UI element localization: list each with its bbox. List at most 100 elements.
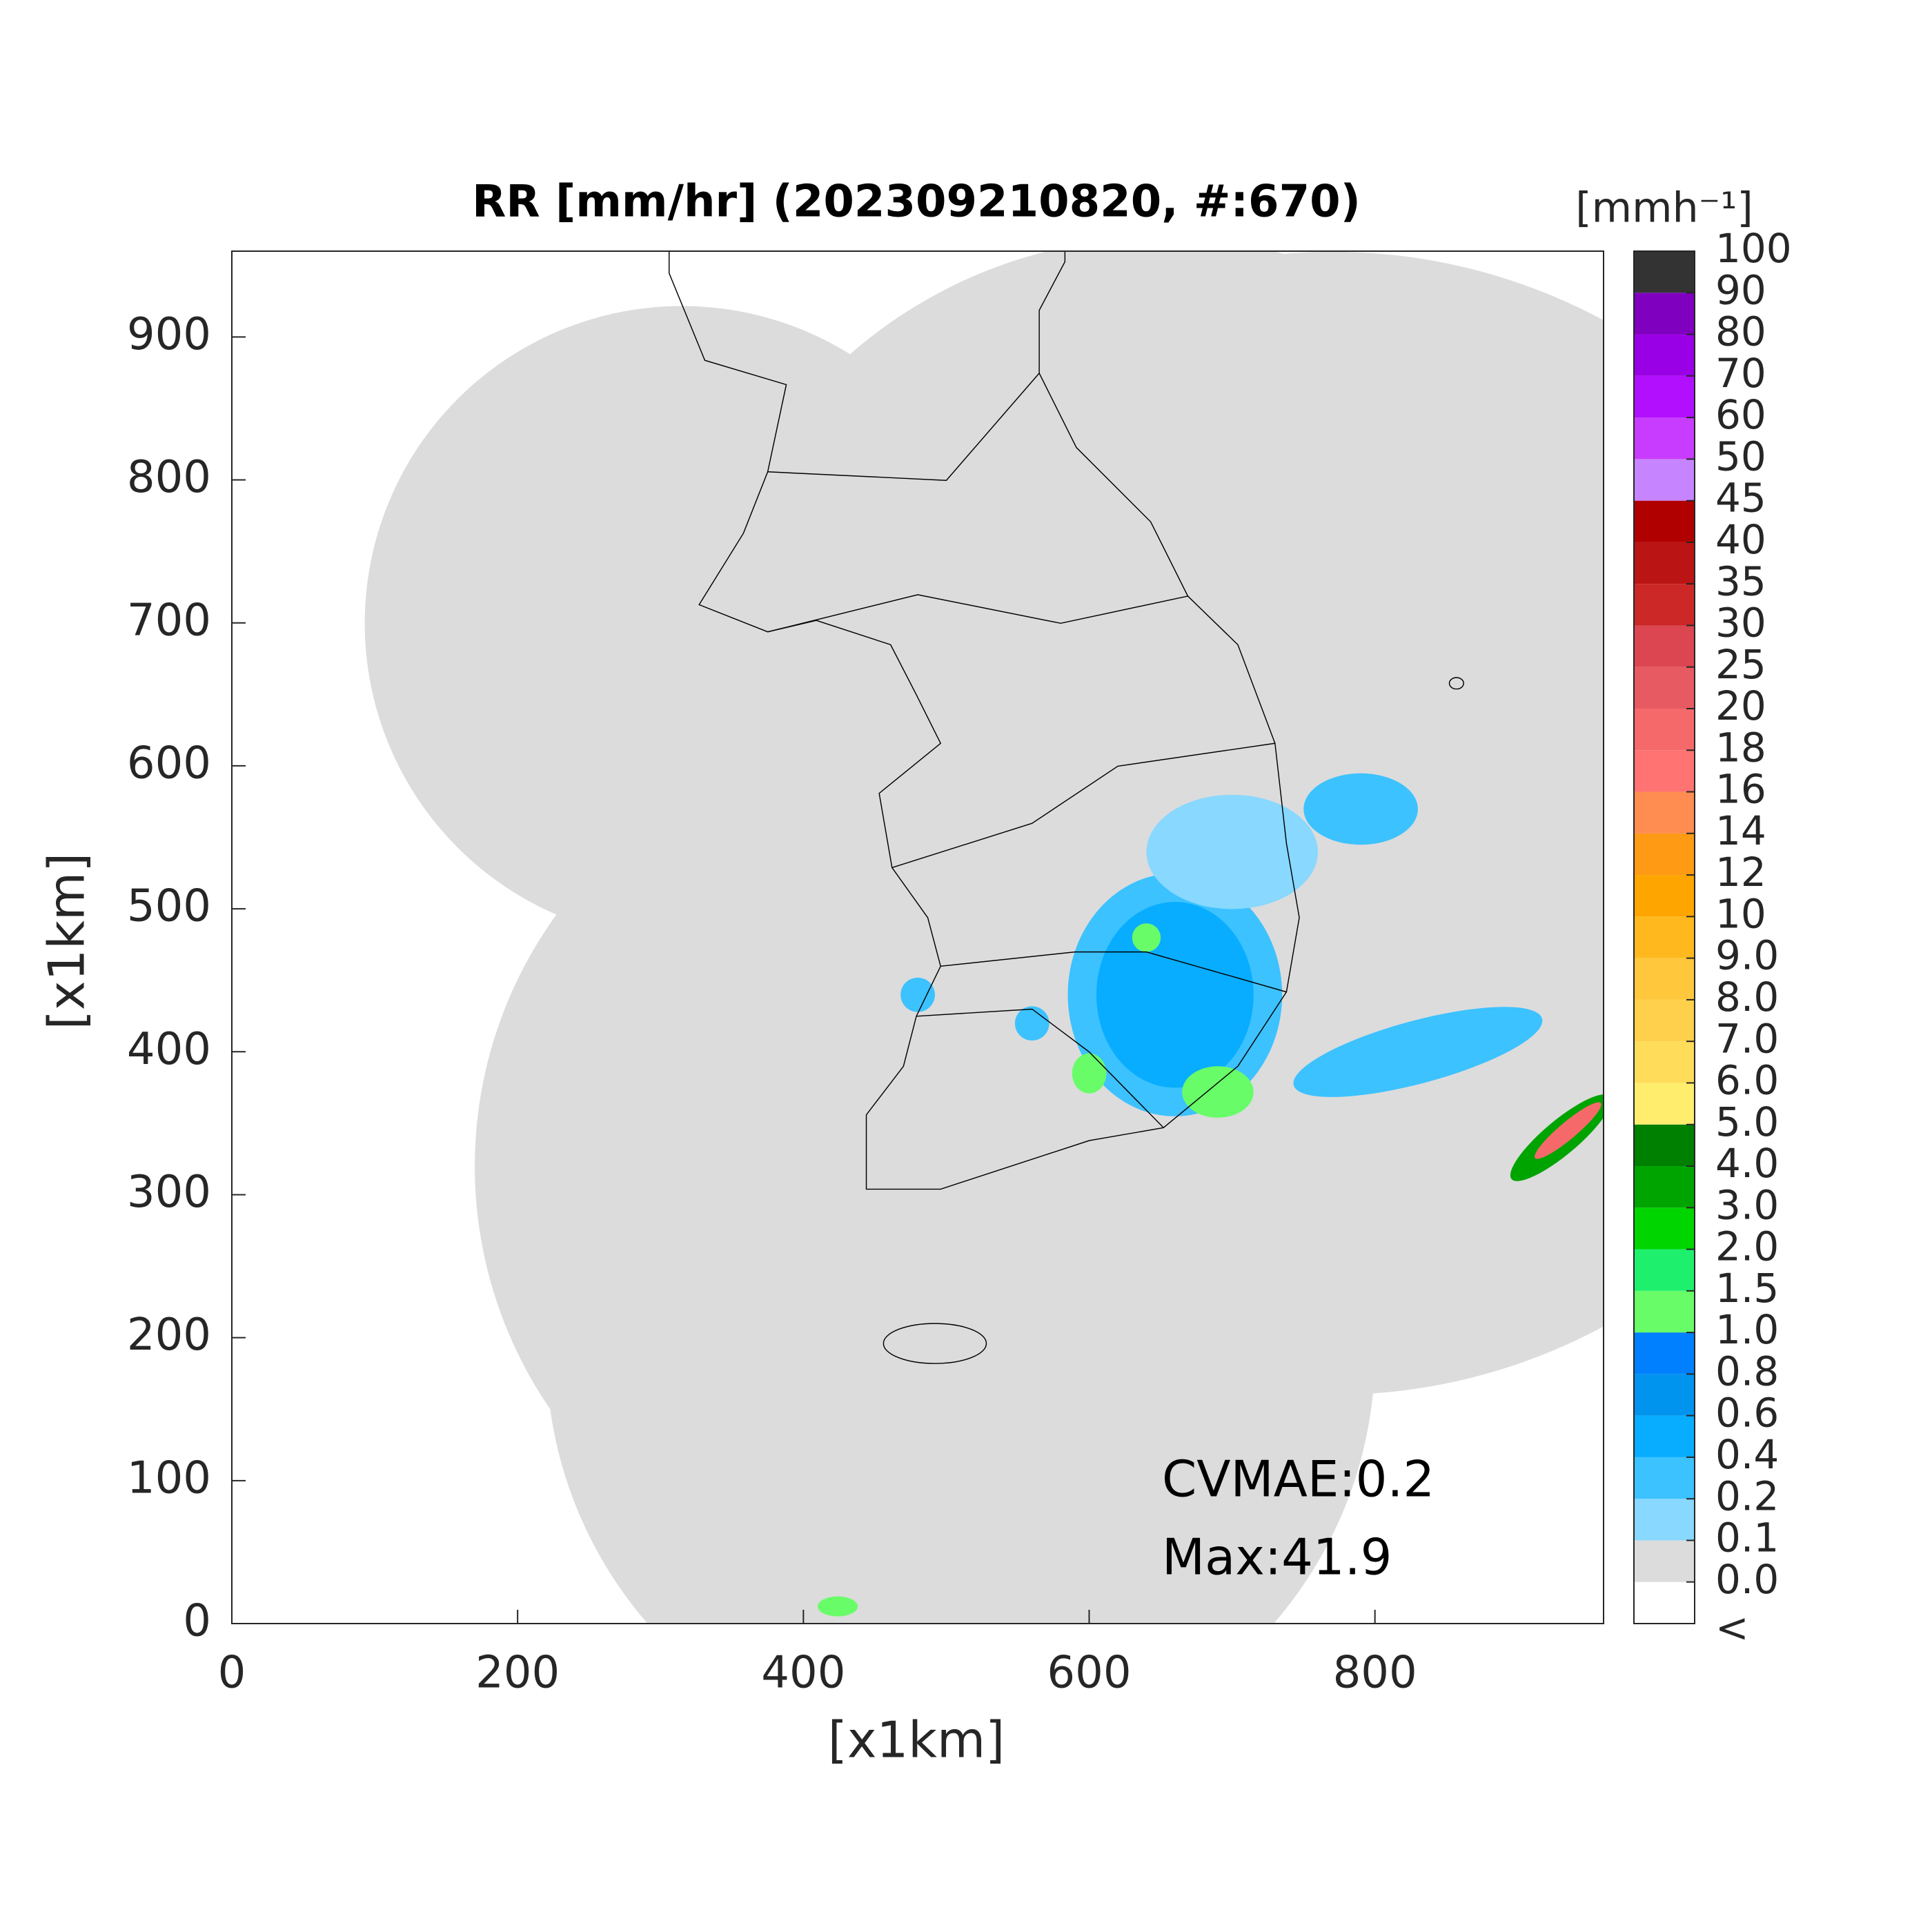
colorbar-tick-label: 4.0 [1715, 1140, 1779, 1187]
annotation: CVMAE:0.2 [1162, 1450, 1435, 1508]
colorbar-tick-label: 3.0 [1715, 1181, 1779, 1228]
y-tick-label: 200 [127, 1310, 211, 1361]
colorbar-tick-label: 0.1 [1715, 1515, 1779, 1561]
y-tick-label: 100 [127, 1452, 211, 1504]
colorbar-box [1634, 1290, 1695, 1333]
x-axis-label: [x1km] [828, 1711, 1005, 1769]
colorbar-box [1634, 1415, 1695, 1457]
colorbar-box [1634, 916, 1695, 958]
rain-echo [1535, 1102, 1601, 1159]
colorbar-tick-label: 8.0 [1715, 974, 1779, 1021]
colorbar-tick-label: 90 [1715, 266, 1766, 313]
y-tick-label: 600 [127, 738, 211, 789]
colorbar-tick-label: 9.0 [1715, 932, 1779, 979]
colorbar-tick-label: 5.0 [1715, 1098, 1779, 1145]
map-area [364, 251, 1604, 1624]
colorbar-tick-label: 60 [1715, 391, 1766, 438]
colorbar-box [1634, 1457, 1695, 1499]
jeju-island [883, 1323, 987, 1364]
colorbar-box [1634, 958, 1695, 1000]
colorbar-tick-label: 70 [1715, 350, 1766, 397]
colorbar-tick-label: 0.0 [1715, 1556, 1779, 1603]
colorbar-box [1634, 1249, 1695, 1291]
colorbar-tick-label: 1.0 [1715, 1306, 1779, 1353]
province-borders [767, 373, 1287, 1128]
colorbar-tick-label: 30 [1715, 600, 1766, 647]
colorbar-box [1634, 293, 1695, 335]
x-tick-label: 0 [218, 1648, 246, 1699]
rain-echo [1072, 1053, 1107, 1094]
rain-echo [1303, 773, 1418, 845]
colorbar-box [1634, 542, 1695, 584]
y-tick-label: 900 [127, 309, 211, 360]
map-layer [364, 251, 1604, 1624]
colorbar-box [1634, 999, 1695, 1042]
colorbar-under-label: < [1715, 1604, 1749, 1651]
x-tick-label: 800 [1333, 1648, 1417, 1699]
colorbar-box [1634, 1083, 1695, 1125]
colorbar-tick-label: 40 [1715, 516, 1766, 563]
colorbar-box [1634, 375, 1695, 418]
colorbar-box [1634, 791, 1695, 834]
colorbar-tick-label: 14 [1715, 807, 1766, 854]
peninsula-outline [669, 251, 1300, 1190]
colorbar-box [1634, 667, 1695, 709]
chart-title: RR [mm/hr] (202309210820, #:670) [472, 177, 1361, 228]
x-tick-label: 400 [761, 1648, 845, 1699]
colorbar-box [1634, 833, 1695, 876]
rain-echoes [818, 773, 1604, 1617]
rain-echo [1182, 1066, 1254, 1118]
colorbar-box [1634, 1041, 1695, 1083]
colorbar-box [1634, 334, 1695, 376]
y-tick-label: 800 [127, 452, 211, 503]
colorbar-box [1634, 1208, 1695, 1250]
rain-echo [1014, 1006, 1049, 1041]
colorbar-box [1634, 709, 1695, 751]
colorbar-frame [1633, 250, 1695, 1624]
colorbar-box [1634, 417, 1695, 460]
colorbar-box [1634, 750, 1695, 792]
colorbar-tick-label: 2.0 [1715, 1223, 1779, 1270]
rain-echo [1132, 923, 1161, 952]
colorbar-tick-label: 80 [1715, 308, 1766, 355]
rain-echo [900, 977, 935, 1012]
colorbar-tick-label: 25 [1715, 641, 1766, 688]
y-tick-label: 700 [127, 595, 211, 646]
colorbar-tick-label: 18 [1715, 724, 1766, 771]
rain-echo [1293, 1007, 1543, 1097]
coastline [669, 251, 1464, 1364]
rain-echo [1146, 794, 1318, 909]
colorbar-box [1634, 1499, 1695, 1541]
colorbar-tick-label: 7.0 [1715, 1015, 1779, 1062]
colorbar-tick-label: 10 [1715, 890, 1766, 937]
colorbar-tick-label: 6.0 [1715, 1057, 1779, 1104]
colorbar-box [1634, 251, 1695, 293]
y-tick-label: 0 [183, 1596, 211, 1647]
colorbar-tick-label: 35 [1715, 558, 1766, 604]
colorbar-tick-label: 0.6 [1715, 1390, 1779, 1437]
y-axis-label: [x1km] [38, 853, 96, 1029]
colorbar-tick-label: 0.2 [1715, 1472, 1779, 1519]
colorbar-tick-label: 12 [1715, 849, 1766, 896]
y-tick-label: 400 [127, 1024, 211, 1075]
y-tick-label: 300 [127, 1167, 211, 1218]
colorbar-box [1634, 875, 1695, 917]
rain-echo [1096, 902, 1254, 1088]
colorbar-box [1634, 459, 1695, 501]
colorbar-tick-label: 100 [1715, 225, 1792, 272]
colorbar-box [1634, 1332, 1695, 1374]
colorbar-label: [mmh⁻¹] [1575, 184, 1753, 233]
colorbar-box [1634, 1540, 1695, 1582]
annotation: Max:41.9 [1162, 1528, 1392, 1586]
rain-echo [818, 1596, 858, 1617]
colorbar-box [1634, 1374, 1695, 1416]
colorbar-tick-label: 50 [1715, 433, 1766, 480]
x-tick-label: 200 [475, 1648, 560, 1699]
colorbar-tick-label: 45 [1715, 475, 1766, 522]
colorbar-box [1634, 1124, 1695, 1166]
y-tick-label: 500 [127, 881, 211, 932]
ulleung-island [1448, 677, 1464, 690]
colorbar-tick-label: 0.8 [1715, 1348, 1779, 1394]
colorbar-box [1634, 1166, 1695, 1208]
